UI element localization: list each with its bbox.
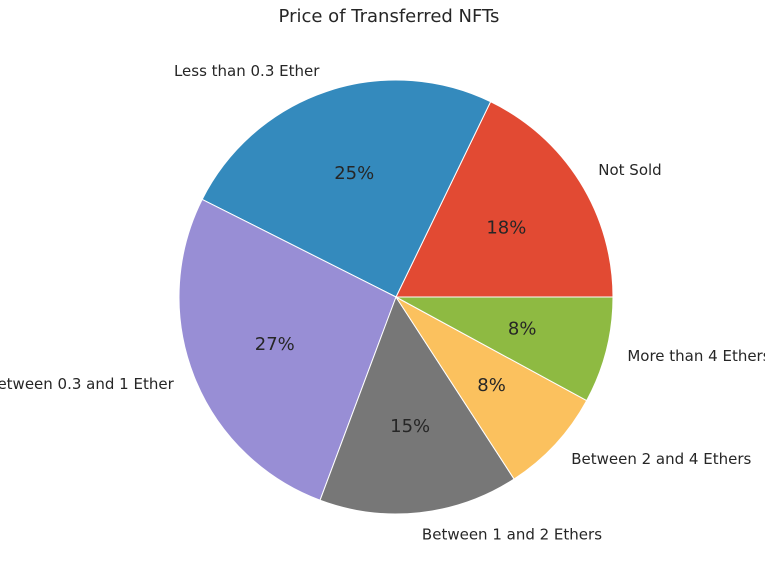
pie-slice-not-sold [395,101,614,298]
category-labels: Not Sold Less than 0.3 Ether Between 0.3 a… [0,62,765,543]
category-label-more-than-4-ethers: More than 4 Ethers [627,347,765,365]
percent-label-between-1-and-2-ethers: 15% [390,416,430,437]
chart-title: Price of Transferred NFTs [279,6,500,27]
category-label-between-0-3-and-1-ether: Between 0.3 and 1 Ether [0,375,175,393]
percent-label-more-than-4-ethers: 8% [508,319,537,340]
category-label-between-1-and-2-ethers: Between 1 and 2 Ethers [422,525,602,543]
category-label-not-sold: Not Sold [598,161,661,179]
percent-label-not-sold: 18% [486,217,526,238]
percent-label-between-0-3-and-1-ether: 27% [255,334,295,355]
pie-slice-between-1-and-2-ethers [319,295,515,515]
category-label-less-than-0-3-ether: Less than 0.3 Ether [174,62,320,80]
pie-slice-less-than-0-3-ether [201,79,492,298]
pie-slice-between-2-and-4-ethers [395,296,588,480]
category-label-between-2-and-4-ethers: Between 2 and 4 Ethers [571,450,751,468]
percent-label-less-than-0-3-ether: 25% [334,163,374,184]
percent-label-between-2-and-4-ethers: 8% [477,375,506,396]
pie-slice-between-0-3-and-1-ether [178,198,397,501]
percent-labels: 18% 25% 27% 15% 8% 8% [255,163,537,437]
pie-slice-more-than-4-ethers [395,296,614,402]
pie-slices [178,79,614,515]
